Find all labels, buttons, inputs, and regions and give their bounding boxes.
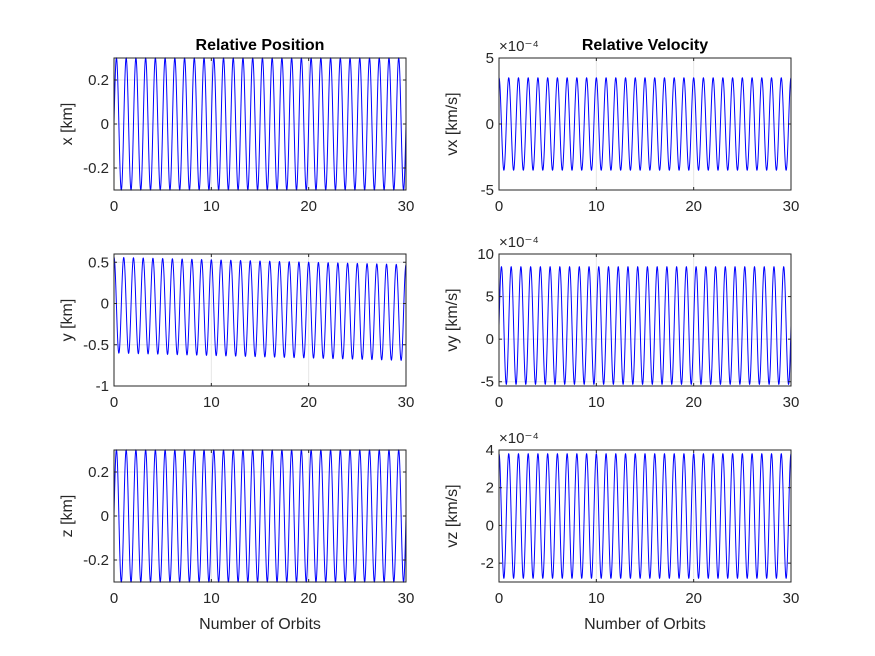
axis-exponent-label: ×10⁻⁴ xyxy=(499,234,539,251)
x-tick-label: 10 xyxy=(203,590,220,607)
x-tick-label: 30 xyxy=(783,590,800,607)
y-tick-label: 4 xyxy=(486,442,494,459)
axis-exponent-label: ×10⁻⁴ xyxy=(499,430,539,447)
x-axis-label: Number of Orbits xyxy=(584,616,706,633)
plot-area xyxy=(499,450,791,582)
series-line-1 xyxy=(113,449,407,583)
y-tick-label: -1 xyxy=(96,378,109,395)
chart-title: Relative Position xyxy=(196,37,325,54)
x-tick-label: 10 xyxy=(588,394,605,411)
y-tick-label: 0 xyxy=(101,116,109,133)
x-tick-label: 20 xyxy=(300,394,317,411)
y-tick-label: -5 xyxy=(481,182,494,199)
series-line-1 xyxy=(498,452,792,580)
y-tick-label: -0.5 xyxy=(83,337,109,354)
x-tick-label: 0 xyxy=(495,394,503,411)
y-axis-label: vz [km/s] xyxy=(444,484,461,547)
subplot-3: 0 10 20 30 -1 -0.5 0 0.5 y [km] xyxy=(59,253,415,411)
axis-exponent-label: ×10⁻⁴ xyxy=(499,38,539,55)
y-tick-label: -2 xyxy=(481,555,494,572)
x-tick-label: 20 xyxy=(685,394,702,411)
x-tick-label: 20 xyxy=(685,590,702,607)
series-line-1 xyxy=(498,77,792,171)
plot-area xyxy=(114,254,406,386)
x-tick-label: 10 xyxy=(203,198,220,215)
x-tick-label: 30 xyxy=(398,590,415,607)
subplot-5: 0 10 20 30 -0.2 0 0.2 z [km] Number of Orbits xyxy=(59,449,415,633)
subplot-1: 0 10 20 30 -0.2 0 0.2 x [km] Relative Position xyxy=(59,37,414,215)
subplot-6: 0 10 20 30 -2 0 2 4 vz [km/s] Number of Orbits ×10… xyxy=(444,430,799,633)
y-axis-label: y [km] xyxy=(59,299,76,342)
y-tick-label: 10 xyxy=(477,246,494,263)
x-tick-label: 20 xyxy=(685,198,702,215)
axes-frame xyxy=(498,253,792,387)
y-axis-label: z [km] xyxy=(59,495,76,538)
y-tick-label: 0 xyxy=(486,331,494,348)
y-tick-label: 5 xyxy=(486,50,494,67)
x-tick-label: 30 xyxy=(783,198,800,215)
y-axis-label: vy [km/s] xyxy=(444,288,461,351)
x-tick-label: 10 xyxy=(588,590,605,607)
series-line-1 xyxy=(498,265,792,386)
axes-frame xyxy=(113,253,407,387)
chart-title: Relative Velocity xyxy=(582,37,708,54)
y-tick-label: 0 xyxy=(486,517,494,534)
x-tick-label: 20 xyxy=(300,590,317,607)
y-tick-label: 0.2 xyxy=(88,72,109,89)
x-tick-label: 30 xyxy=(783,394,800,411)
x-tick-label: 10 xyxy=(588,198,605,215)
series-line-1 xyxy=(113,256,407,362)
x-tick-label: 20 xyxy=(300,198,317,215)
x-axis-label: Number of Orbits xyxy=(199,616,321,633)
y-tick-label: 0 xyxy=(101,508,109,525)
y-axis-label: vx [km/s] xyxy=(444,92,461,155)
x-tick-label: 0 xyxy=(110,590,118,607)
y-tick-label: 0.5 xyxy=(88,254,109,271)
axes-frame xyxy=(498,449,792,583)
x-tick-label: 0 xyxy=(110,394,118,411)
x-tick-label: 30 xyxy=(398,198,415,215)
y-tick-label: -0.2 xyxy=(83,552,109,569)
x-tick-label: 30 xyxy=(398,394,415,411)
y-tick-label: 5 xyxy=(486,289,494,306)
y-tick-label: 0.2 xyxy=(88,464,109,481)
y-axis-label: x [km] xyxy=(59,103,76,146)
y-tick-label: 2 xyxy=(486,480,494,497)
y-tick-label: 0 xyxy=(486,116,494,133)
x-tick-label: 0 xyxy=(495,198,503,215)
y-tick-label: 0 xyxy=(101,296,109,313)
x-tick-label: 10 xyxy=(203,394,220,411)
y-tick-label: -0.2 xyxy=(83,160,109,177)
y-tick-label: -5 xyxy=(481,374,494,391)
series-line-1 xyxy=(113,57,407,191)
x-tick-label: 0 xyxy=(495,590,503,607)
x-tick-label: 0 xyxy=(110,198,118,215)
